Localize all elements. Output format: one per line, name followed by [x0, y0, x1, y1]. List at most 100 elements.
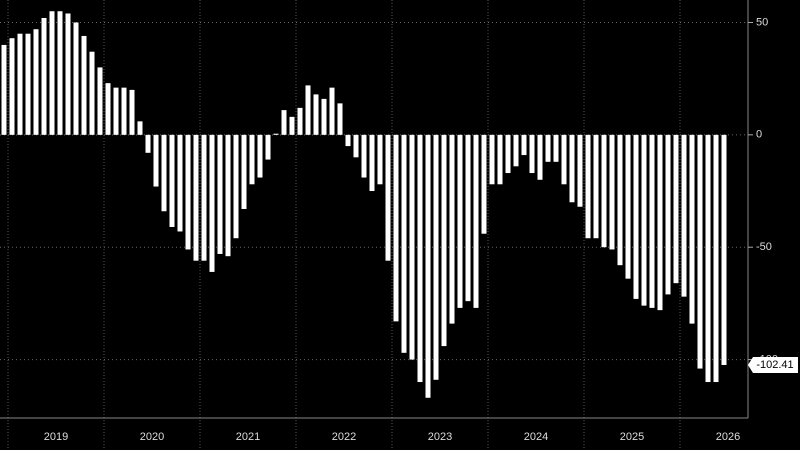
bar	[417, 134, 423, 383]
bar	[49, 11, 55, 135]
y-tick-label: 50	[756, 16, 768, 28]
bar	[289, 116, 295, 135]
bar	[521, 134, 527, 156]
bar	[313, 94, 319, 135]
bar	[177, 134, 183, 232]
bar	[113, 87, 119, 135]
x-group-label: 2019	[44, 431, 68, 443]
bar	[241, 134, 247, 209]
bar	[665, 134, 671, 295]
bar	[633, 134, 639, 299]
bar	[553, 134, 559, 162]
bar	[105, 83, 111, 135]
last-value-tag	[748, 356, 798, 373]
bar	[561, 134, 567, 185]
bar	[577, 134, 583, 207]
bar	[377, 134, 383, 185]
bar	[593, 134, 599, 239]
bar	[473, 134, 479, 308]
x-group-label: 2023	[428, 431, 452, 443]
bar	[617, 134, 623, 266]
bar	[625, 134, 631, 279]
bar	[425, 134, 431, 398]
bar	[297, 107, 303, 135]
bar	[1, 44, 7, 135]
bar	[569, 134, 575, 203]
bar	[121, 87, 127, 135]
bar	[9, 38, 15, 135]
bar	[185, 134, 191, 250]
bar	[649, 134, 655, 308]
last-value-label: -102.41	[756, 359, 793, 371]
bar	[217, 134, 223, 254]
bar	[281, 110, 287, 135]
bar	[505, 134, 511, 174]
bar	[209, 134, 215, 272]
bar	[537, 134, 543, 180]
bar	[329, 87, 335, 135]
bar	[497, 134, 503, 185]
bar	[201, 134, 207, 261]
bar	[33, 29, 39, 135]
bar	[369, 134, 375, 192]
bar	[161, 134, 167, 212]
bar	[257, 134, 263, 178]
bar	[361, 134, 367, 178]
x-group-label: 2020	[140, 431, 164, 443]
x-group-label: 2024	[524, 431, 548, 443]
bar	[513, 134, 519, 167]
bar	[225, 134, 231, 257]
bar	[249, 134, 255, 185]
bar	[321, 98, 327, 135]
bar	[409, 134, 415, 360]
bar	[193, 134, 199, 261]
bar	[385, 134, 391, 261]
bar	[657, 134, 663, 311]
bar	[433, 134, 439, 380]
bar	[353, 134, 359, 158]
bar	[57, 11, 63, 135]
bar	[481, 134, 487, 234]
bar	[337, 103, 343, 135]
bar	[169, 134, 175, 227]
bar	[697, 134, 703, 369]
x-group-label: 2022	[332, 431, 356, 443]
bar	[441, 134, 447, 347]
bar	[41, 17, 47, 135]
x-group-label: 2026	[716, 431, 740, 443]
bar	[721, 134, 727, 365]
x-group-label: 2021	[236, 431, 260, 443]
bar	[305, 85, 311, 135]
y-tick-label: 0	[756, 129, 762, 141]
bar	[265, 134, 271, 160]
bar	[345, 134, 351, 147]
bar	[545, 134, 551, 162]
bar	[273, 133, 279, 135]
bar	[137, 121, 143, 135]
bar	[609, 134, 615, 250]
bar	[81, 35, 87, 135]
bar	[681, 134, 687, 297]
bar	[89, 51, 95, 135]
bar	[713, 134, 719, 383]
bar	[401, 134, 407, 353]
bar	[97, 67, 103, 135]
bar	[641, 134, 647, 306]
bar	[65, 13, 71, 135]
bar	[689, 134, 695, 324]
bar	[601, 134, 607, 248]
bar	[73, 22, 79, 135]
bar	[449, 134, 455, 324]
bar	[25, 33, 31, 135]
bar	[585, 134, 591, 239]
bar	[489, 134, 495, 185]
bar	[673, 134, 679, 284]
bar	[129, 89, 135, 135]
bar	[457, 134, 463, 308]
bar	[465, 134, 471, 302]
bar	[145, 134, 151, 153]
y-tick-label: -50	[756, 241, 772, 253]
bar	[705, 134, 711, 383]
bar	[17, 33, 23, 135]
